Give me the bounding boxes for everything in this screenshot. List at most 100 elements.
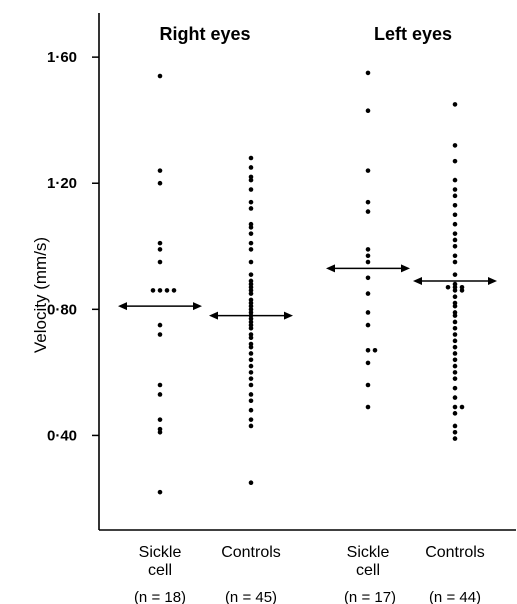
data-point xyxy=(452,259,458,265)
data-point xyxy=(452,284,458,290)
mean-arrow xyxy=(413,276,497,285)
data-point xyxy=(248,187,254,192)
data-point xyxy=(452,376,458,381)
data-point xyxy=(248,382,254,388)
data-point xyxy=(452,363,458,369)
data-point xyxy=(459,404,465,410)
data-point xyxy=(452,187,458,192)
data-point xyxy=(452,300,458,306)
data-point xyxy=(248,332,254,337)
data-point xyxy=(157,168,163,173)
data-point xyxy=(248,259,254,265)
y-tick-label: 0·80 xyxy=(47,301,77,318)
y-axis-label: Velocity (mm/s) xyxy=(31,237,50,353)
data-point xyxy=(452,272,458,277)
data-point xyxy=(150,288,156,293)
mean-arrow xyxy=(118,302,202,311)
y-tick-label: 1·60 xyxy=(47,49,77,66)
mean-markers xyxy=(118,264,497,320)
data-point xyxy=(452,281,458,287)
data-point xyxy=(365,209,371,214)
data-point xyxy=(157,288,163,293)
data-point xyxy=(248,319,254,325)
mean-arrow xyxy=(209,311,293,320)
data-point xyxy=(365,404,371,410)
data-point xyxy=(157,489,163,495)
data-point xyxy=(365,199,371,205)
x-label-controls-left: Controls xyxy=(425,544,485,561)
data-point xyxy=(459,284,465,290)
data-point xyxy=(248,325,254,331)
data-point xyxy=(452,385,458,391)
data-point xyxy=(452,411,458,416)
data-point xyxy=(365,291,371,296)
data-point xyxy=(452,436,458,441)
data-point xyxy=(452,231,458,236)
data-point xyxy=(365,247,371,252)
data-point xyxy=(248,240,254,246)
data-point xyxy=(452,357,458,363)
data-point xyxy=(248,407,254,413)
n-label-sickle-right: (n = 18) xyxy=(134,589,186,604)
x-label-sickle-right-line1: Sickle xyxy=(139,544,182,561)
data-point xyxy=(248,370,254,375)
data-point xyxy=(248,344,254,350)
data-point xyxy=(452,303,458,309)
data-point xyxy=(248,480,254,486)
data-point xyxy=(365,348,371,353)
data-point xyxy=(452,404,458,410)
data-point xyxy=(365,253,371,259)
data-point xyxy=(452,202,458,208)
data-point xyxy=(248,357,254,363)
data-point xyxy=(365,70,371,76)
data-point xyxy=(452,319,458,325)
data-point xyxy=(248,272,254,277)
data-point xyxy=(248,225,254,230)
data-point xyxy=(248,376,254,381)
data-point xyxy=(452,243,458,249)
data-point xyxy=(248,335,254,341)
data-point xyxy=(452,102,458,107)
data-point xyxy=(452,310,458,315)
data-point xyxy=(248,417,254,422)
data-point xyxy=(248,221,254,227)
data-point xyxy=(157,392,163,397)
data-point xyxy=(248,231,254,236)
data-point xyxy=(452,332,458,337)
data-point xyxy=(452,313,458,318)
data-point xyxy=(365,275,371,281)
n-label-controls-right: (n = 45) xyxy=(225,589,277,604)
n-label-sickle-left: (n = 17) xyxy=(344,589,396,604)
data-point xyxy=(452,253,458,259)
data-point xyxy=(157,332,163,337)
y-ticks: 0·40 0·80 1·20 1·60 xyxy=(47,49,99,444)
data-point xyxy=(157,180,163,186)
x-label-sickle-left-line1: Sickle xyxy=(347,544,390,561)
x-label-controls-right: Controls xyxy=(221,544,281,561)
data-point xyxy=(365,108,371,114)
data-point xyxy=(248,206,254,211)
data-point xyxy=(452,158,458,164)
data-point xyxy=(365,322,371,328)
panel-title-left-eyes: Left eyes xyxy=(374,24,452,44)
data-point xyxy=(372,348,378,353)
data-point xyxy=(365,382,371,388)
data-point xyxy=(248,278,254,284)
y-tick-label: 1·20 xyxy=(47,175,77,192)
data-point xyxy=(452,338,458,344)
data-point xyxy=(248,177,254,183)
data-point xyxy=(171,288,177,293)
data-point xyxy=(365,168,371,173)
data-point xyxy=(248,341,254,347)
data-point xyxy=(157,429,163,435)
data-point xyxy=(365,310,371,315)
data-point xyxy=(164,288,170,293)
data-point xyxy=(248,423,254,429)
data-point xyxy=(157,73,163,79)
data-points xyxy=(150,70,465,495)
data-point xyxy=(248,199,254,205)
data-point xyxy=(248,322,254,328)
data-point xyxy=(452,193,458,199)
data-point xyxy=(157,417,163,422)
